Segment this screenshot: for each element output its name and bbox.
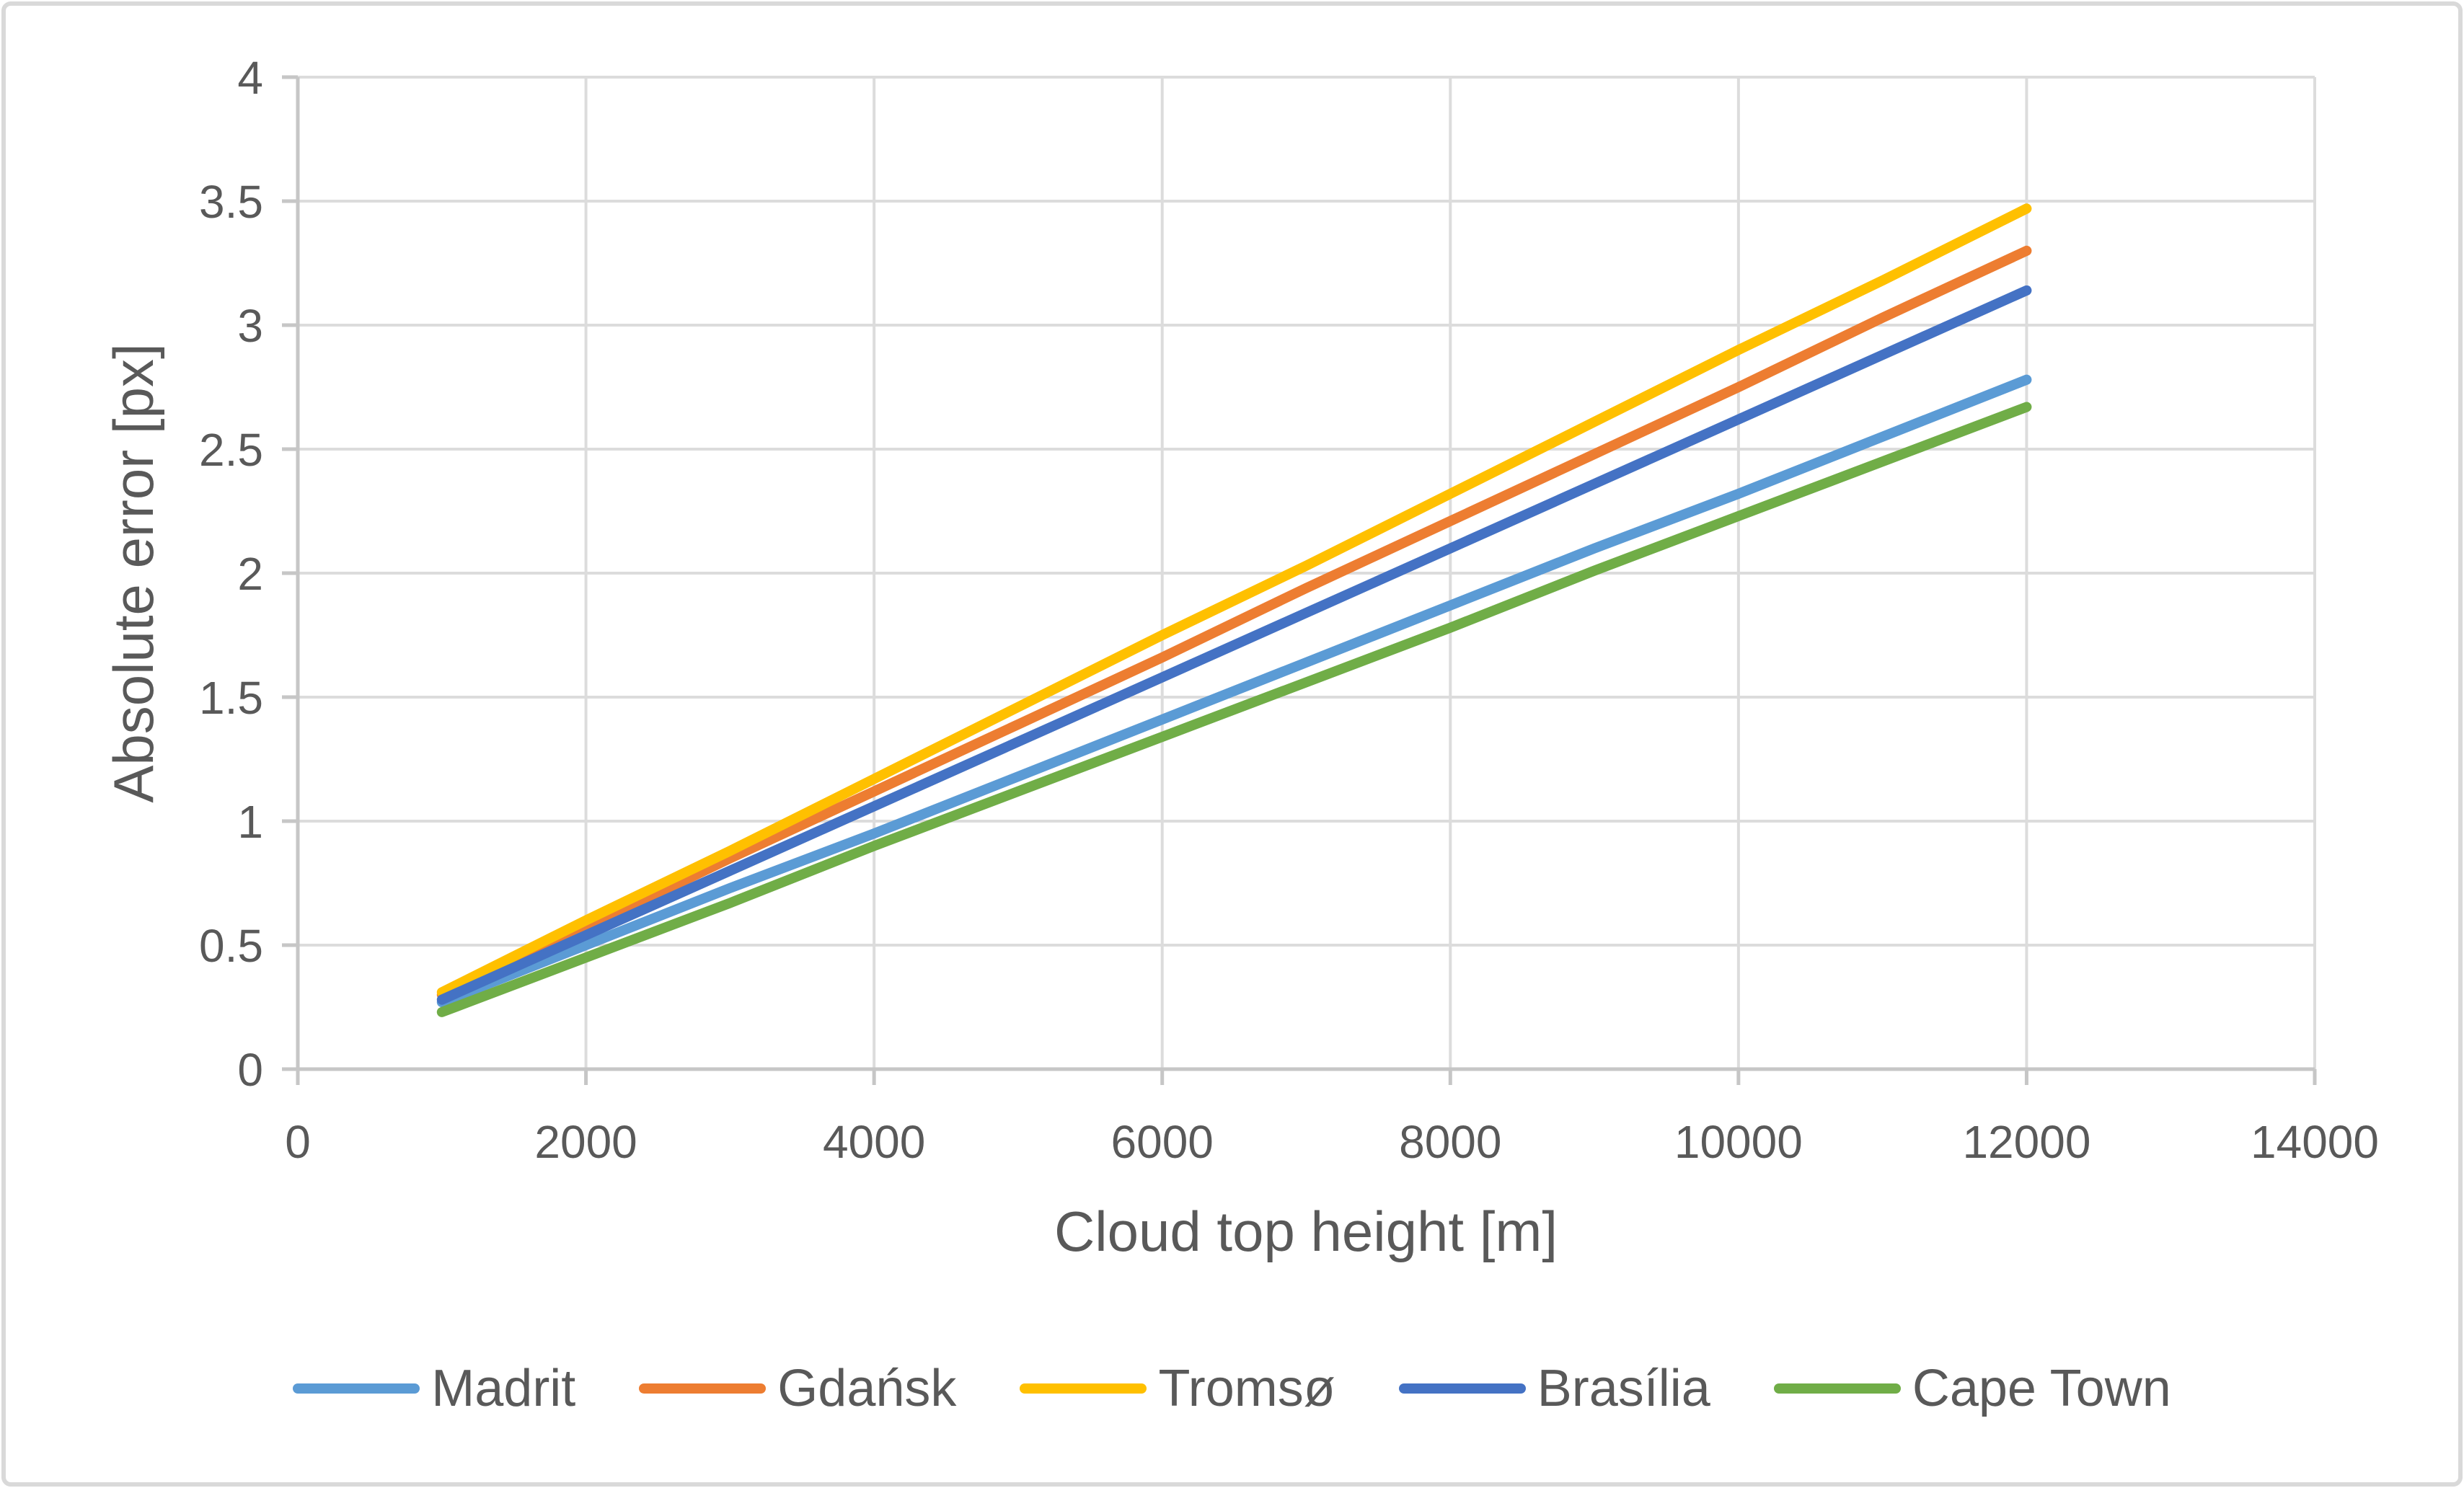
legend-swatch-tromso (1020, 1383, 1147, 1394)
legend-item-gdansk: Gdańsk (639, 1363, 956, 1414)
legend-item-tromso: Tromsø (1020, 1363, 1335, 1414)
plot-area: 0 2000 4000 6000 8000 10000 12000 14000 0 0.5 1 1.5… (199, 52, 2379, 1168)
x-tick-label: 0 (285, 1116, 311, 1168)
x-tick-label: 6000 (1111, 1116, 1214, 1168)
legend-swatch-madrit (293, 1383, 420, 1394)
x-tick-label: 2000 (534, 1116, 637, 1168)
x-tick-label: 12000 (1962, 1116, 2090, 1168)
legend-item-madrit: Madrit (293, 1363, 575, 1414)
x-tick-label: 14000 (2251, 1116, 2379, 1168)
y-tick-label: 2 (237, 548, 263, 600)
legend-label-tromso: Tromsø (1158, 1360, 1335, 1417)
series-line-madrit (436, 374, 2032, 1008)
legend-label-brasilia: Brasília (1537, 1360, 1710, 1417)
y-axis-title: Absolute error [px] (102, 343, 165, 802)
x-axis-title: Cloud top height [m] (1054, 1200, 1558, 1263)
x-tick-label: 8000 (1399, 1116, 1501, 1168)
legend-swatch-cape-town (1773, 1383, 1901, 1394)
y-tick-label: 4 (237, 52, 263, 104)
x-tick-label: 10000 (1674, 1116, 1803, 1168)
legend-label-cape-town: Cape Town (1912, 1360, 2171, 1417)
legend-swatch-brasilia (1398, 1383, 1526, 1394)
y-tick-label: 3.5 (199, 176, 263, 228)
legend: Madrit Gdańsk Tromsø Brasília Cape Town (0, 1345, 2464, 1432)
series-line-brasilia (436, 285, 2032, 1005)
y-tick-label: 0.5 (199, 920, 263, 972)
legend-item-brasilia: Brasília (1398, 1360, 1710, 1417)
y-tick-label: 1.5 (199, 672, 263, 724)
series-line-tromso (436, 203, 2032, 998)
legend-label-gdansk: Gdańsk (777, 1360, 957, 1417)
legend-swatch-gdansk (639, 1383, 767, 1394)
x-tick-label: 4000 (823, 1116, 925, 1168)
legend-label-madrit: Madrit (431, 1360, 576, 1417)
y-tick-label: 3 (237, 300, 263, 352)
y-tick-label: 1 (237, 796, 263, 848)
y-tick-label: 0 (237, 1044, 263, 1096)
legend-item-cape-town: Cape Town (1773, 1360, 2171, 1417)
series-line-cape-town (436, 402, 2032, 1017)
y-tick-label: 2.5 (199, 424, 263, 476)
series-line-gdansk (436, 245, 2032, 1000)
